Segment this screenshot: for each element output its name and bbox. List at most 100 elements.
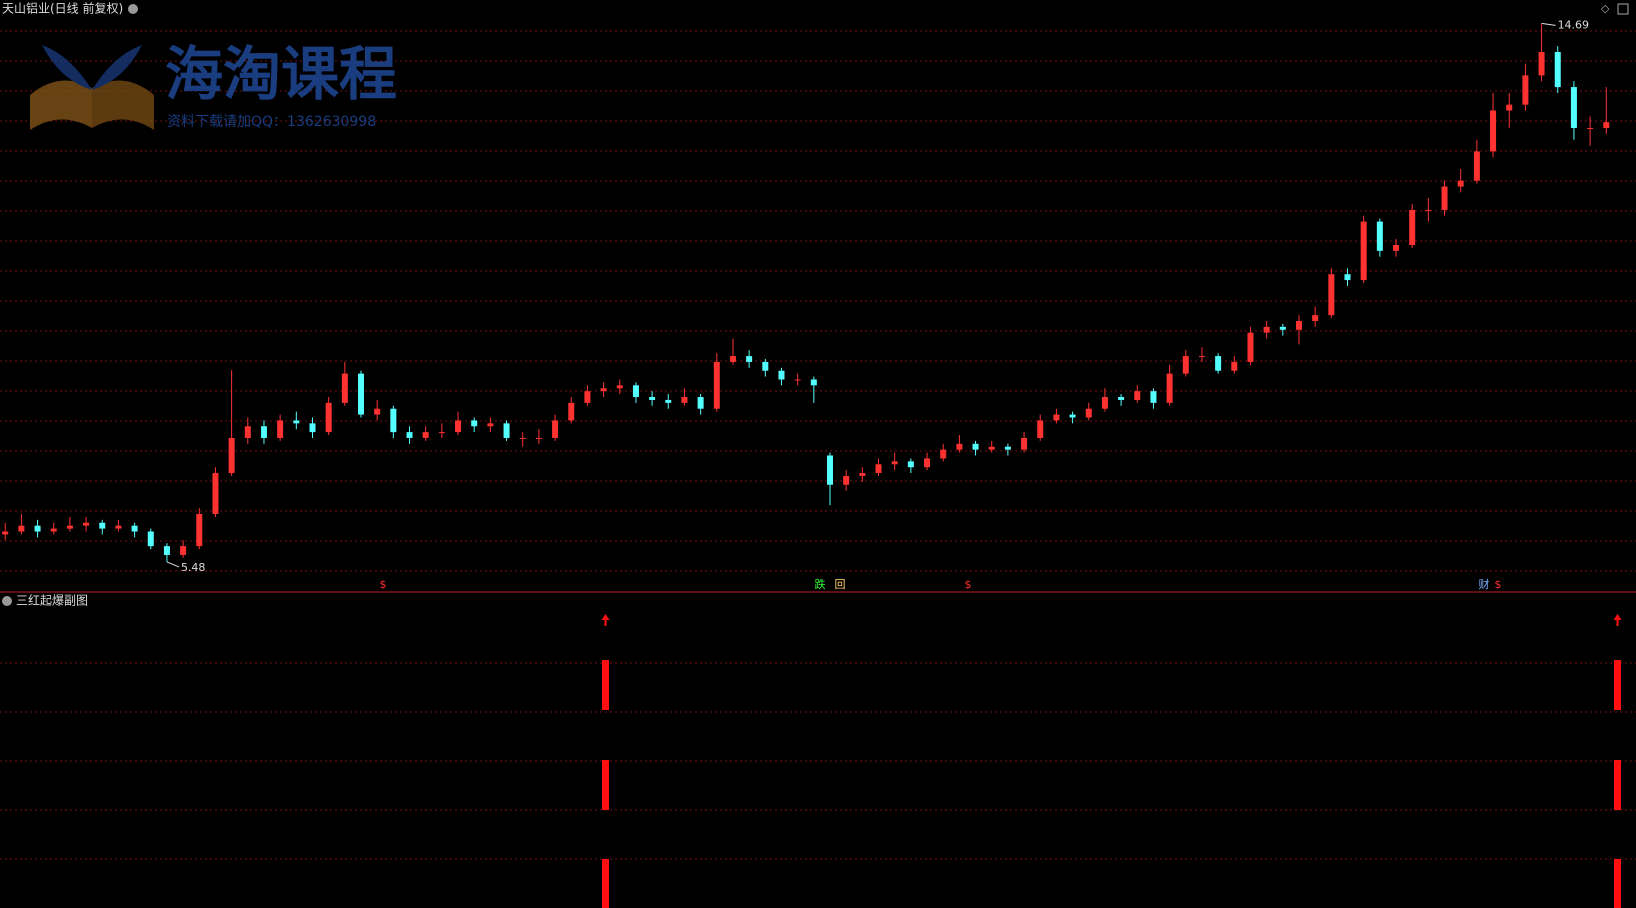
candle-body [50,528,57,532]
candle-body [600,388,607,392]
candle-body [1085,408,1092,418]
candle-body [584,391,591,403]
candle-body [1506,104,1513,111]
candle-body [1004,446,1011,450]
candle-body [438,432,445,434]
candle-body [1295,321,1302,330]
candle-body [277,420,284,438]
candle-body [713,361,720,409]
pane-maximize[interactable] [1617,3,1629,15]
candle-body [503,423,510,438]
candle-body [1279,326,1286,330]
event-marker[interactable]: 跌 [815,577,826,591]
candle-body [66,525,73,529]
event-marker[interactable]: 回 [835,578,846,591]
sub-menu[interactable] [2,596,12,606]
candle-body [1150,391,1157,403]
candle-body [83,522,90,526]
event-marker[interactable]: 财 [1479,577,1490,591]
event-marker[interactable]: $ [965,578,972,591]
candle-body [358,373,365,415]
candle-body [260,426,267,438]
candle-body [746,356,753,362]
candle-body [196,513,203,547]
candle-body [1538,52,1545,76]
high-label: 14.69 [1558,18,1590,31]
candle-body [244,426,251,438]
candle-body [1328,274,1335,316]
candle-body [1570,87,1577,129]
low-pointer [166,561,180,568]
candle-body [956,443,963,450]
candle-body [1182,356,1189,374]
candle-body [422,432,429,438]
candle-body [228,437,235,474]
candle-body [826,455,833,485]
candle-body [1118,397,1125,400]
event-marker[interactable]: $ [380,578,387,591]
candle-body [940,449,947,459]
candle-body [325,402,332,433]
candle-body [810,379,817,386]
signal-bar [602,660,609,710]
watermark-logo [30,45,154,130]
candle-body [293,420,300,424]
candle-body [1393,244,1400,251]
candle-body [762,361,769,371]
candle-body [519,437,526,439]
candle-body [34,525,41,532]
candle-body [406,432,413,438]
signal-bar [1614,859,1621,908]
signal-bar [1614,760,1621,810]
candle-body [341,373,348,403]
candle-body [568,402,575,421]
candle-body [988,446,995,450]
candle-body [632,385,639,398]
candle-body [1490,110,1497,152]
candle-body [390,408,397,433]
watermark-note: 资料下载请加QQ：1362630998 [167,114,376,130]
candle-body [180,546,187,555]
signal-bar [602,859,609,908]
low-label: 5.48 [181,561,206,574]
event-marker[interactable]: $ [1495,578,1502,591]
candle-body [1344,274,1351,281]
candle-body [616,385,623,389]
candle-body [1215,356,1222,371]
candle-body [535,437,542,439]
candle-body [843,475,850,485]
candle-body [778,370,785,380]
candle-body [1198,356,1205,358]
watermark-title: 海淘课程 [165,40,397,108]
candle-body [1021,437,1028,450]
sub-title: 三红起爆副图 [16,593,88,608]
title-menu[interactable] [128,4,138,14]
candle-body [1312,315,1319,322]
candle-body [1376,221,1383,251]
candle-body [163,546,170,555]
high-pointer [1541,22,1556,26]
chart-title[interactable]: 天山铝业(日线 前复权) [2,1,123,16]
candle-body [147,531,154,547]
candle-body [374,408,381,415]
signal-bar [1614,660,1621,710]
candle-body [1409,209,1416,245]
candle-body [875,464,882,474]
candle-body [18,525,25,532]
candle-body [1441,186,1448,210]
signal-arrow [1613,614,1622,626]
candle-body [859,473,866,476]
candle-body [924,458,931,468]
signal-bar [602,760,609,810]
candle-body [309,423,316,433]
grid [0,30,1636,860]
candle-body [972,443,979,450]
candle-body [1473,151,1480,181]
candle-body [471,420,478,427]
pane-diamond[interactable]: ◇ [1601,2,1610,15]
candle-body [1101,397,1108,409]
candle-body [1134,391,1141,400]
candle-body [1053,414,1060,421]
candle-body [99,522,106,529]
